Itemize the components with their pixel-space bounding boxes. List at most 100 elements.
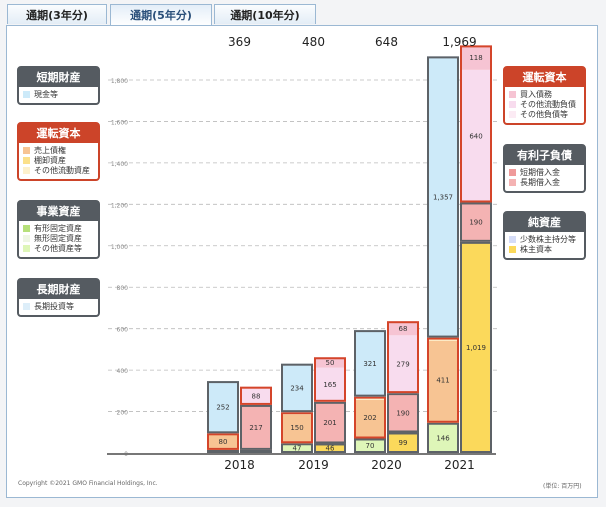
bar-segment-liabilities: [240, 386, 272, 405]
legend-label: 少数株主持分等: [520, 235, 576, 244]
bar-segment-assets: [207, 449, 239, 453]
legend-title: 運転資本: [19, 124, 98, 143]
legend-swatch-icon: [23, 157, 30, 164]
legend-label: その他流動資産: [34, 166, 90, 175]
bar-segment-liabilities: [387, 321, 419, 394]
bar-part: [427, 340, 459, 423]
legend-label: 長期投資等: [34, 302, 74, 311]
bar-value-label: 146: [436, 434, 450, 442]
x-tick-label: 2021: [444, 458, 475, 472]
bar-value-label: 279: [396, 361, 409, 369]
y-tick-label: 1,400: [111, 161, 128, 168]
bar-value-label: 202: [363, 414, 376, 422]
bar-segment-liabilities: [314, 443, 346, 453]
legend-legend_left-0: 短期財産 現金等: [17, 66, 100, 105]
unit-label: (単位: 百万円): [543, 483, 582, 490]
bar-part: [427, 56, 459, 338]
tab-10-years[interactable]: 通期(10年分): [214, 4, 316, 24]
legend-item: 有形固定資産: [19, 224, 98, 234]
y-tick-label: 400: [117, 368, 129, 375]
bar-value-label: 46: [326, 445, 335, 453]
bar-segment-liabilities: [460, 45, 492, 203]
y-tick-label: 1,600: [111, 119, 128, 126]
bar-part: [314, 401, 346, 444]
bar-value-label: 68: [399, 325, 408, 333]
legend-legend_left-1: 運転資本売上債権 棚卸資産 その他流動資産: [17, 122, 100, 181]
legend-item: 少数株主持分等: [505, 235, 584, 245]
bar-part: [240, 388, 272, 405]
legend-title: 長期財産: [19, 280, 98, 299]
bar-segment-assets: [281, 443, 313, 454]
bar-segment-liabilities: [240, 449, 272, 453]
legend-legend_left-3: 長期財産長期投資等: [17, 278, 100, 317]
bar-value-label: 165: [323, 381, 336, 389]
bar-segment-assets: [354, 438, 386, 454]
bar-segment-liabilities: [460, 202, 492, 242]
legend-swatch-icon: [23, 235, 30, 242]
bar-value-label: 150: [290, 424, 303, 432]
bar-value-label: 217: [249, 424, 262, 432]
legend-swatch-icon: [509, 101, 516, 108]
legend-item: 無形固定資産: [19, 234, 98, 244]
legend-legend_right-0: 運転資本 買入債務 その他流動負債 その他負債等: [503, 66, 586, 125]
legend-legend_right-1: 有利子負債短期借入金 長期借入金: [503, 144, 586, 193]
legend-label: 買入債務: [520, 90, 552, 99]
total-label: 369: [228, 35, 251, 49]
bar-part: [387, 432, 419, 453]
bar-value-label: 411: [436, 377, 449, 385]
legend-label: 短期借入金: [520, 168, 560, 177]
legend-item: 株主資本: [505, 245, 584, 255]
legend-label: 有形固定資産: [34, 224, 82, 233]
legend-label: 売上債権: [34, 146, 66, 155]
bar-part: [207, 433, 239, 450]
legend-item: その他流動負債: [505, 100, 584, 110]
bar-value-label: 1,019: [466, 344, 486, 352]
legend-title: 事業資産: [19, 202, 98, 221]
legend-item: その他資産等: [19, 244, 98, 254]
bar-value-label: 50: [326, 359, 335, 367]
bar-part: [387, 393, 419, 433]
bar-segment-liabilities: [387, 393, 419, 433]
bar-part: [354, 330, 386, 397]
bar-segment-assets: [427, 422, 459, 453]
legend-item: その他負債等: [505, 110, 584, 120]
y-tick-label: 1,800: [111, 78, 128, 85]
bar-part: [281, 443, 313, 453]
legend-swatch-icon: [509, 169, 516, 176]
bar-part: [314, 367, 346, 402]
legend-item: 買入債務: [505, 90, 584, 100]
bar-segment-liabilities: [314, 401, 346, 444]
bar-segment-assets: [354, 330, 386, 397]
bar-part: [314, 357, 346, 368]
y-tick-label: 200: [117, 410, 129, 417]
bar-value-label: 190: [469, 219, 482, 227]
bar-part: [427, 423, 459, 453]
legend-swatch-icon: [509, 111, 516, 118]
legend-label: その他負債等: [520, 110, 568, 119]
tab-3-years[interactable]: 通期(3年分): [7, 4, 107, 24]
bar-part: [240, 404, 272, 450]
tab-5-years[interactable]: 通期(5年分): [110, 4, 212, 26]
legend-title: 純資産: [505, 213, 584, 232]
y-tick-label: 1,200: [111, 202, 128, 209]
bar-value-label: 640: [469, 133, 482, 141]
bar-part: [354, 438, 386, 453]
bar-segment-liabilities: [460, 241, 492, 453]
bar-part: [314, 443, 346, 453]
bar-segment-assets: [427, 56, 459, 338]
bar-segment-liabilities: [240, 404, 272, 450]
bar-segment-assets: [427, 337, 459, 423]
bar-part: [460, 202, 492, 242]
bar-segment-assets: [207, 381, 239, 434]
legend-swatch-icon: [509, 236, 516, 243]
legend-item: 長期投資等: [19, 302, 98, 312]
legend-label: 長期借入金: [520, 178, 560, 187]
legend-swatch-icon: [509, 91, 516, 98]
bar-segment-liabilities: [387, 432, 419, 453]
legend-title: 有利子負債: [505, 146, 584, 165]
legend-swatch-icon: [23, 225, 30, 232]
legend-item: 売上債権: [19, 146, 98, 156]
legend-swatch-icon: [509, 246, 516, 253]
legend-item: 棚卸資産: [19, 156, 98, 166]
